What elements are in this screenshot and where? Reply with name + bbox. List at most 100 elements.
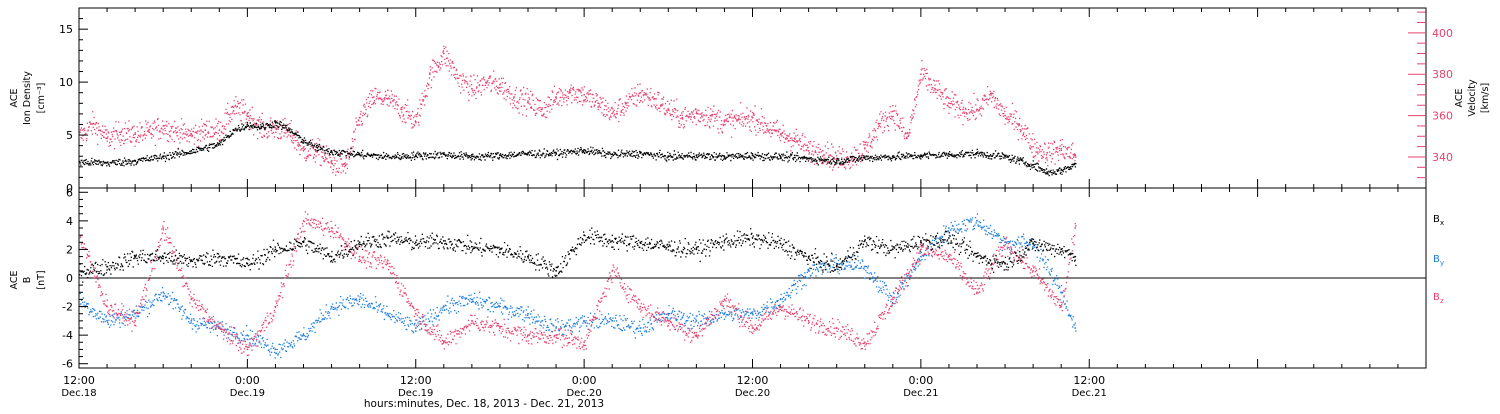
b-tick-label: 6 [66,186,73,199]
bx-series-point [527,255,529,258]
velocity-series-point [1032,145,1034,148]
bz-series-point [920,248,922,251]
bz-series-point [555,334,557,336]
velocity-series-point [428,73,431,76]
bz-series-point [162,227,165,229]
bx-series-point [948,237,950,239]
bz-series-point [779,305,782,308]
bz-series-point [358,255,361,258]
density-series-point [891,155,894,158]
bz-series-point [863,341,866,344]
date-tick-label: Dec.21 [903,388,938,399]
density-series-point [106,161,108,164]
bx-series-point [302,241,305,244]
density-series [79,120,1077,177]
velocity-tick-label: 380 [1432,68,1453,81]
density-series-point [723,155,726,158]
velocity-series-point [625,102,628,105]
by-series-point [751,312,754,315]
time-tick-label: 0:00 [235,374,260,387]
bz-series-point [499,327,501,329]
density-series-point [555,152,557,155]
bz-series-point [274,305,277,308]
bx-series-point [835,265,838,268]
density-series-point [386,155,389,158]
density-series-point [358,153,361,156]
bx-series-point [920,240,922,242]
velocity-series-point [456,77,459,80]
bz-series-point [835,327,838,329]
density-series-point [807,157,810,160]
velocity-series-point [176,131,179,134]
velocity-series-point [1060,147,1063,150]
bx-series-point [891,248,894,251]
density-series-point [288,128,291,131]
by-series-point [1060,291,1063,294]
b-tick-label: 0 [66,272,73,285]
velocity-series-point [821,149,824,152]
velocity-axis-label: ACE Velocity [km/s] [1454,79,1491,117]
bz-series-point [639,305,642,308]
bx-series-point [358,241,361,244]
bx-series-point [779,242,782,245]
bx-series-point [1032,242,1034,245]
density-tick-label: 10 [59,76,73,89]
density-series-point [274,121,277,124]
density-series-point [442,153,445,156]
bz-series-point [1004,241,1006,244]
velocity-tick-label: 400 [1432,27,1453,40]
bz-series-point [246,348,249,351]
density-series-point [863,156,866,159]
density-series-point [246,123,249,126]
b-tick-label: 2 [66,243,73,256]
velocity-series-point [541,108,543,111]
bx-series-point [274,248,277,251]
bx-series-point [246,262,249,265]
bz-series [79,211,1077,356]
velocity-label-line2: Velocity [1467,79,1478,117]
date-tick-label: Dec.19 [230,388,265,399]
velocity-series-point [695,112,698,115]
legend-sub-y: y [1440,259,1444,267]
velocity-series-point [807,149,810,152]
velocity-series-point [920,73,922,76]
bx-series-point [386,237,389,239]
bz-series-point [330,227,333,229]
density-series-point [1018,159,1020,162]
velocity-series-point [1018,123,1020,125]
velocity-series-point [358,116,361,119]
by-series-point [527,312,529,315]
by-series-point [274,348,277,351]
bx-series-point [106,265,108,268]
by-series-point [611,320,614,322]
by-series-point [302,334,305,336]
velocity-series-point [414,120,417,123]
by-series-point [162,291,165,294]
bz-series-point [948,255,950,258]
density-series-point [316,146,319,149]
density-series-point [1046,171,1049,174]
velocity-series-point [79,135,80,138]
bx-series-point [134,255,137,258]
bx-series-point [1074,255,1077,258]
bx-series-point [190,260,193,262]
velocity-series-point [905,137,908,140]
bx-series-points [79,227,1077,283]
velocity-series-point [709,114,712,117]
legend-label-bx: B [1433,214,1440,225]
velocity-series-point [190,133,193,136]
density-series-point [948,153,950,156]
by-series [79,213,1077,359]
density-series-point [232,128,235,131]
bz-series-point [190,298,193,301]
bx-series-point [1060,248,1063,251]
by-series-point [1032,241,1034,244]
velocity-label-line3: [km/s] [1480,83,1491,113]
bz-series-point [976,291,978,294]
bz-series-point [891,298,894,301]
bx-series-point [695,248,698,251]
velocity-tick-label: 360 [1432,110,1453,123]
